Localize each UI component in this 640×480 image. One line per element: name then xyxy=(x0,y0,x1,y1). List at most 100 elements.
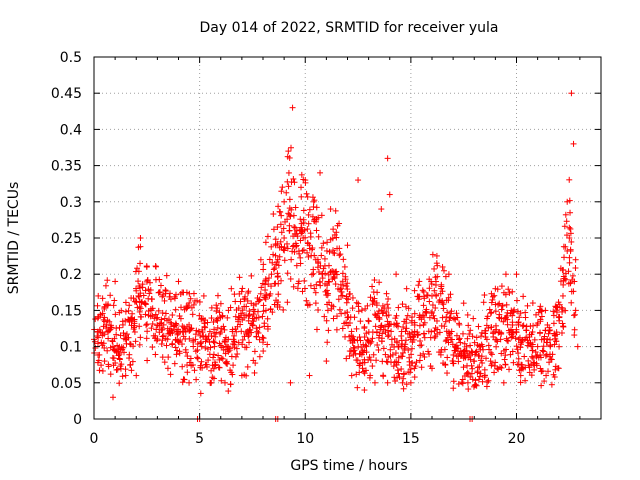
data-point xyxy=(502,352,509,359)
data-point xyxy=(328,302,335,309)
data-point xyxy=(233,328,240,335)
y-tick-label: 0.3 xyxy=(60,195,82,211)
data-point xyxy=(567,209,574,216)
data-point xyxy=(459,380,466,387)
data-point xyxy=(411,310,418,317)
data-point xyxy=(206,339,213,346)
data-point xyxy=(159,325,166,332)
data-point xyxy=(431,287,438,294)
data-point xyxy=(453,332,460,339)
data-point xyxy=(342,310,349,317)
data-point xyxy=(156,276,163,283)
data-point xyxy=(384,379,391,386)
data-point xyxy=(471,339,478,346)
data-point xyxy=(398,332,405,339)
data-point xyxy=(361,359,368,366)
data-point xyxy=(213,308,220,315)
data-point xyxy=(415,282,422,289)
data-point xyxy=(177,315,184,322)
data-point xyxy=(530,360,537,367)
data-point xyxy=(233,345,240,352)
data-point xyxy=(522,314,529,321)
data-point xyxy=(403,325,410,332)
data-point xyxy=(161,297,168,304)
data-point xyxy=(137,243,144,250)
data-point xyxy=(426,298,433,305)
data-point xyxy=(403,381,410,388)
data-point xyxy=(513,343,520,350)
data-point xyxy=(193,376,200,383)
data-point xyxy=(293,242,300,249)
data-point xyxy=(520,322,527,329)
data-point xyxy=(256,297,263,304)
data-point xyxy=(144,328,151,335)
data-point xyxy=(543,351,550,358)
data-point xyxy=(393,338,400,345)
data-point xyxy=(127,362,134,369)
data-point xyxy=(514,346,521,353)
data-point xyxy=(469,333,476,340)
data-point xyxy=(464,335,471,342)
data-point xyxy=(238,328,245,335)
data-point xyxy=(543,372,550,379)
data-point xyxy=(467,342,474,349)
data-point xyxy=(408,329,415,336)
data-point xyxy=(114,366,121,373)
data-point xyxy=(244,297,251,304)
data-point xyxy=(308,271,315,278)
data-point xyxy=(536,330,543,337)
data-point xyxy=(492,336,499,343)
data-point xyxy=(366,354,373,361)
data-point xyxy=(281,247,288,254)
data-point xyxy=(528,353,535,360)
data-point xyxy=(271,301,278,308)
data-point xyxy=(326,248,333,255)
data-point xyxy=(482,327,489,334)
data-point xyxy=(432,304,439,311)
data-point xyxy=(498,306,505,313)
data-point xyxy=(102,282,109,289)
data-point xyxy=(439,288,446,295)
data-point xyxy=(250,357,257,364)
data-point xyxy=(313,326,320,333)
data-point xyxy=(227,381,234,388)
data-point xyxy=(429,365,435,372)
data-point xyxy=(351,314,358,321)
data-point xyxy=(225,307,232,314)
data-point xyxy=(449,336,456,343)
data-point xyxy=(147,287,154,294)
data-point xyxy=(256,324,263,331)
data-point xyxy=(143,335,150,342)
data-point xyxy=(301,285,308,292)
data-point xyxy=(297,216,304,223)
data-point xyxy=(272,236,279,243)
data-point xyxy=(277,221,284,228)
data-point xyxy=(550,320,557,327)
data-point xyxy=(162,288,169,295)
data-point xyxy=(311,252,318,259)
data-point xyxy=(116,309,123,316)
data-point xyxy=(343,355,350,362)
data-point xyxy=(405,369,412,376)
data-point xyxy=(260,339,267,346)
data-point xyxy=(298,184,305,191)
data-point xyxy=(501,356,508,363)
data-point xyxy=(411,287,418,294)
data-point xyxy=(217,329,224,336)
data-point xyxy=(433,260,440,267)
data-point xyxy=(133,287,140,294)
data-point xyxy=(538,368,545,375)
data-point xyxy=(488,299,495,306)
data-point xyxy=(503,346,510,353)
data-point xyxy=(483,355,490,362)
data-point xyxy=(378,338,385,345)
data-point xyxy=(487,349,494,356)
data-point xyxy=(498,283,505,290)
data-point xyxy=(181,306,188,313)
data-point xyxy=(528,372,535,379)
data-point xyxy=(417,337,424,344)
data-point xyxy=(186,335,193,342)
data-point xyxy=(284,299,291,306)
data-point xyxy=(260,266,267,273)
data-point xyxy=(530,322,537,329)
